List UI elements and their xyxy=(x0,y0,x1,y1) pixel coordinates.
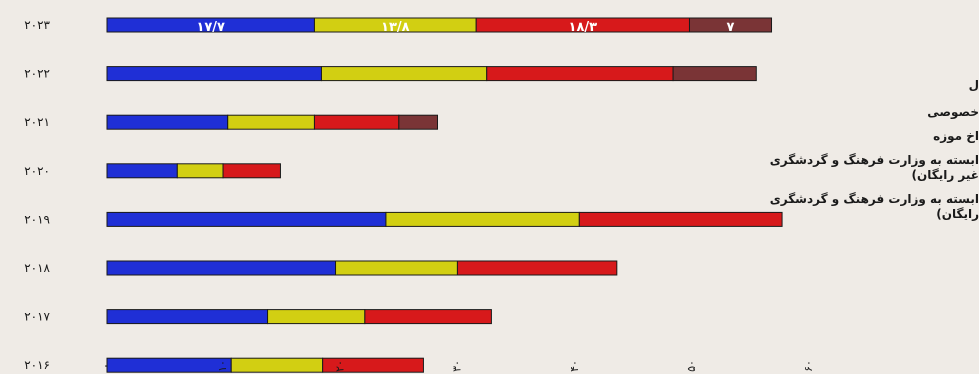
bar-segment xyxy=(230,357,324,373)
category-label: ۲۰۱۶ xyxy=(24,358,50,372)
bar-segment xyxy=(106,66,322,82)
legend-item: ابسته به وزارت فرهنگ و گردشگری xyxy=(769,192,979,206)
bar-segment xyxy=(106,260,337,276)
category-label: ۲۰۲۲ xyxy=(24,67,50,81)
legend: ل خصوصی اخ موزه ابسته به وزارت فرهنگ و گ… xyxy=(769,78,979,231)
bar-segment xyxy=(106,163,178,179)
data-label: ۱۸/۳ xyxy=(569,20,598,35)
bar-segment xyxy=(364,309,492,325)
data-label: ۷ xyxy=(727,20,735,35)
bar-segment xyxy=(335,260,458,276)
bar-segment xyxy=(398,114,439,130)
bar-segment xyxy=(672,66,757,82)
bar-segment xyxy=(578,211,783,227)
bar-segment xyxy=(106,114,229,130)
x-tick-label: ۲۰ xyxy=(333,360,346,372)
bar-segment xyxy=(320,66,488,82)
bar-segment xyxy=(267,309,366,325)
category-label: ۲۰۱۸ xyxy=(24,261,50,275)
bar-segment xyxy=(313,114,400,130)
bar-segment xyxy=(176,163,224,179)
x-tick-label: ۰ xyxy=(99,363,112,369)
category-label: ۲۰۲۰ xyxy=(24,164,50,178)
bar-segment xyxy=(322,357,424,373)
bar-segment xyxy=(385,211,580,227)
legend-item: رایگان) xyxy=(936,207,979,221)
bar-segment xyxy=(222,163,281,179)
legend-item: ل xyxy=(968,78,979,92)
bar-segment xyxy=(456,260,618,276)
x-tick-label: ۵۰ xyxy=(685,360,698,372)
bar-segment xyxy=(486,66,674,82)
bar-segment xyxy=(227,114,315,130)
category-label: ۲۰۱۷ xyxy=(24,310,50,324)
x-tick-label: ۴۰ xyxy=(568,360,581,372)
legend-item: غیر رایگان) xyxy=(911,168,979,182)
bar-segment xyxy=(106,309,269,325)
legend-item: ابسته به وزارت فرهنگ و گردشگری xyxy=(769,153,979,167)
bar-segment xyxy=(106,211,387,227)
bar-segment xyxy=(688,17,773,33)
x-tick-label: ۳۰ xyxy=(451,360,464,372)
category-label: ۲۰۱۹ xyxy=(24,212,50,226)
category-label: ۲۰۲۱ xyxy=(24,115,50,129)
legend-item: خصوصی xyxy=(927,105,979,119)
category-label: ۲۰۲۳ xyxy=(24,18,50,32)
legend-item: اخ موزه xyxy=(933,129,979,143)
data-label: ۱۳/۸ xyxy=(381,20,410,35)
data-label: ۱۷/۷ xyxy=(196,20,225,35)
x-tick-label: ۶۰ xyxy=(802,360,815,372)
bar-segment xyxy=(106,357,232,373)
x-tick-label: ۱۰ xyxy=(216,360,229,372)
